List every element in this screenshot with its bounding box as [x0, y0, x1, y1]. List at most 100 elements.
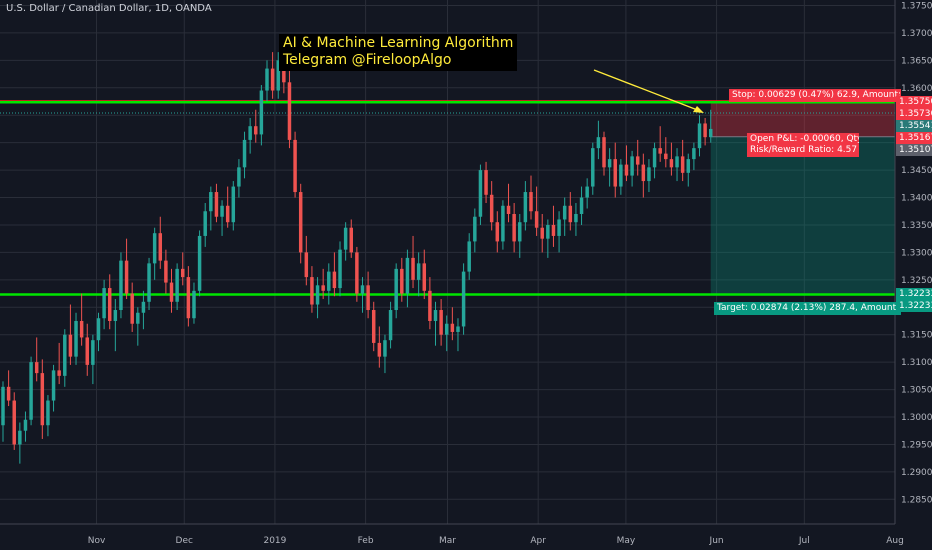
candle[interactable] [619, 159, 623, 195]
candle[interactable] [276, 52, 280, 99]
candle[interactable] [23, 411, 28, 442]
candle[interactable] [1, 381, 5, 442]
candle[interactable] [6, 370, 11, 407]
candle[interactable] [197, 230, 202, 297]
candle[interactable] [355, 246, 359, 302]
candle[interactable] [107, 274, 112, 330]
candle[interactable] [310, 266, 314, 313]
candle[interactable] [585, 178, 589, 209]
candle[interactable] [209, 186, 213, 231]
candle[interactable] [220, 200, 224, 236]
candle[interactable] [658, 126, 662, 162]
candle[interactable] [568, 192, 573, 231]
candle[interactable] [265, 60, 269, 102]
candle[interactable] [411, 235, 415, 289]
candle[interactable] [484, 161, 488, 204]
candle[interactable] [366, 271, 370, 319]
candle[interactable] [214, 183, 219, 223]
candle[interactable] [152, 227, 157, 280]
candle[interactable] [147, 257, 151, 311]
candle[interactable] [192, 282, 196, 324]
candle[interactable] [433, 301, 438, 346]
candle[interactable] [692, 142, 696, 171]
candle[interactable] [136, 307, 140, 346]
candle[interactable] [360, 277, 365, 313]
candle[interactable] [12, 392, 16, 450]
candle[interactable] [523, 181, 528, 231]
candle[interactable] [635, 139, 640, 176]
candle[interactable] [130, 282, 134, 332]
candle[interactable] [394, 263, 398, 319]
candle[interactable] [467, 233, 471, 280]
candle[interactable] [529, 175, 533, 220]
candle[interactable] [708, 109, 713, 143]
candle[interactable] [596, 120, 601, 160]
candle[interactable] [259, 85, 264, 146]
candle[interactable] [630, 150, 634, 187]
candle[interactable] [591, 142, 595, 195]
candle[interactable] [602, 131, 606, 176]
candle[interactable] [158, 216, 163, 269]
candle[interactable] [686, 153, 691, 187]
candle[interactable] [371, 301, 376, 352]
candle[interactable] [383, 334, 387, 374]
candle[interactable] [343, 222, 348, 261]
candle[interactable] [501, 200, 505, 250]
candle[interactable] [34, 337, 39, 382]
candle[interactable] [315, 277, 320, 319]
candle[interactable] [377, 326, 382, 368]
candle[interactable] [270, 52, 275, 99]
candle[interactable] [57, 342, 61, 385]
candle[interactable] [293, 131, 297, 198]
candle[interactable] [175, 263, 179, 311]
candle[interactable] [68, 304, 73, 365]
candle[interactable] [439, 299, 443, 346]
candle[interactable] [113, 299, 118, 352]
candle[interactable] [74, 312, 78, 365]
candle[interactable] [237, 159, 241, 198]
candle[interactable] [579, 186, 584, 225]
candle[interactable] [298, 183, 303, 264]
candle[interactable] [338, 241, 342, 297]
candle[interactable] [141, 290, 146, 330]
candle[interactable] [186, 266, 191, 327]
candle[interactable] [79, 293, 84, 346]
candle[interactable] [400, 257, 404, 302]
candle[interactable] [428, 277, 432, 330]
candle[interactable] [51, 364, 56, 412]
candle[interactable] [29, 356, 33, 426]
candle[interactable] [416, 252, 421, 297]
candle[interactable] [607, 148, 612, 187]
candle[interactable] [405, 249, 410, 308]
candle[interactable] [512, 203, 516, 253]
candle[interactable] [697, 115, 702, 157]
candle[interactable] [613, 142, 617, 198]
candle[interactable] [181, 252, 185, 286]
candle[interactable] [489, 181, 494, 231]
candle[interactable] [321, 268, 325, 300]
candle[interactable] [675, 148, 679, 182]
candle[interactable] [225, 186, 230, 228]
candles[interactable] [1, 52, 713, 464]
candle[interactable] [85, 323, 89, 376]
candle[interactable] [506, 183, 511, 223]
candle[interactable] [40, 359, 45, 439]
time-axis[interactable]: Nov Dec 2019 Feb Mar Apr May Jun Jul Aug [88, 536, 904, 546]
annotation-text-box[interactable]: AI & Machine Learning Algorithm Telegram… [279, 34, 518, 71]
candle[interactable] [624, 145, 629, 182]
candle[interactable] [388, 301, 393, 349]
candle[interactable] [540, 213, 544, 253]
candle[interactable] [546, 219, 550, 258]
candle[interactable] [287, 65, 292, 149]
annotation-arrow[interactable] [593, 69, 704, 113]
candle[interactable] [557, 211, 561, 253]
candle[interactable] [680, 139, 685, 182]
candle[interactable] [574, 203, 578, 236]
candle[interactable] [562, 197, 567, 236]
position-box[interactable] [710, 101, 895, 295]
candle[interactable] [456, 318, 460, 352]
candle[interactable] [169, 268, 174, 313]
candle[interactable] [96, 312, 101, 352]
candle[interactable] [669, 142, 674, 176]
